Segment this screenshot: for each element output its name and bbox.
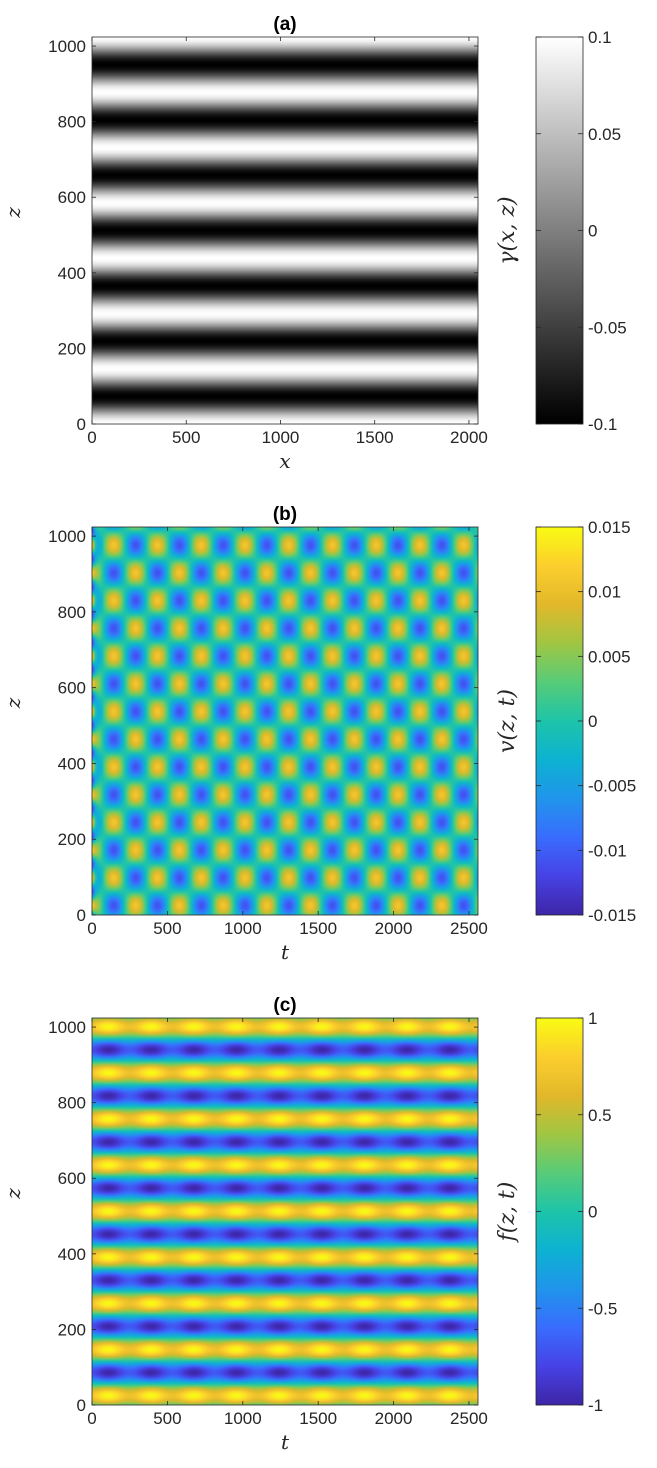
colorbar-tick-label: 0.015 — [588, 518, 631, 537]
x-tick-label: 2500 — [450, 919, 488, 938]
x-tick-label: 1000 — [224, 1409, 262, 1428]
x-axis-label: t — [281, 940, 290, 964]
y-tick-label: 800 — [58, 113, 86, 132]
heatmap-image — [92, 37, 478, 424]
colorbar-gradient — [536, 1018, 583, 1405]
x-tick-label: 1500 — [299, 919, 337, 938]
colorbar-tick-label: 0 — [588, 712, 597, 731]
colorbar-tick-label: 1 — [588, 1009, 597, 1028]
colorbar-label: v(z, t) — [495, 689, 520, 753]
y-axis-label: z — [1, 697, 25, 709]
panel-title: (b) — [273, 504, 297, 525]
heatmap-image — [92, 527, 478, 915]
x-tick-label: 500 — [153, 1409, 181, 1428]
x-tick-label: 2000 — [450, 428, 488, 447]
x-tick-label: 0 — [87, 919, 96, 938]
colorbar-tick-label: -0.1 — [588, 415, 617, 434]
panel-title: (c) — [273, 995, 296, 1016]
y-tick-label: 600 — [58, 679, 86, 698]
plot-frame — [91, 36, 479, 425]
x-tick-label: 1000 — [262, 428, 300, 447]
y-tick-label: 200 — [58, 1320, 86, 1339]
colorbar-tick-label: 0.5 — [588, 1106, 612, 1125]
x-tick-label: 1500 — [356, 428, 394, 447]
y-tick-label: 800 — [58, 603, 86, 622]
y-tick-label: 200 — [58, 830, 86, 849]
colorbar-tick-label: -1 — [588, 1396, 603, 1415]
panel-title: (a) — [273, 14, 296, 35]
colorbar-tick-label: -0.005 — [588, 777, 636, 796]
colorbar-tick-label: 0.05 — [588, 125, 621, 144]
x-tick-label: 2500 — [450, 1409, 488, 1428]
x-tick-label: 1500 — [299, 1409, 337, 1428]
colorbar-tick-label: 0.01 — [588, 583, 621, 602]
y-tick-label: 1000 — [48, 1018, 86, 1037]
y-tick-label: 0 — [77, 906, 86, 925]
y-tick-label: 400 — [58, 1245, 86, 1264]
x-tick-label: 1000 — [224, 919, 262, 938]
plot-frame — [91, 526, 479, 916]
x-tick-label: 500 — [153, 919, 181, 938]
y-tick-label: 1000 — [48, 37, 86, 56]
x-axis-label: x — [279, 449, 290, 473]
panel-a: (a) 0 500 1000 1500 2000 0 200 400 600 800 1000 x z -0… — [1, 14, 627, 473]
y-axis-label: z — [1, 207, 25, 219]
y-tick-label: 600 — [58, 188, 86, 207]
x-tick-label: 0 — [87, 428, 96, 447]
y-tick-label: 0 — [77, 1396, 86, 1415]
x-tick-label: 2000 — [375, 919, 413, 938]
colorbar-gradient — [536, 527, 583, 915]
y-tick-label: 1000 — [48, 527, 86, 546]
y-tick-label: 400 — [58, 754, 86, 773]
colorbar-tick-label: 0.005 — [588, 647, 631, 666]
y-tick-label: 800 — [58, 1094, 86, 1113]
panel-b: (b) 0 500 1000 1500 2000 2500 0 200 400 600 800 1000… — [1, 504, 636, 964]
y-axis-label: z — [1, 1188, 25, 1200]
colorbar-tick-label: -0.5 — [588, 1299, 617, 1318]
colorbar-gradient — [536, 37, 583, 424]
colorbar-tick-label: -0.015 — [588, 906, 636, 925]
y-tick-label: 600 — [58, 1169, 86, 1188]
y-tick-label: 0 — [77, 415, 86, 434]
colorbar-tick-label: 0.1 — [588, 28, 612, 47]
plot-frame — [91, 1017, 479, 1406]
x-axis-label: t — [281, 1430, 290, 1454]
x-tick-label: 500 — [172, 428, 200, 447]
colorbar-tick-label: -0.05 — [588, 318, 627, 337]
heatmap-image — [92, 1018, 478, 1405]
colorbar-label: γ(x, z) — [495, 196, 520, 264]
x-tick-label: 0 — [87, 1409, 96, 1428]
panel-c: (c) 0 500 1000 1500 2000 2500 0 200 400 600 800 1000… — [1, 995, 617, 1454]
y-tick-label: 200 — [58, 339, 86, 358]
x-tick-label: 2000 — [375, 1409, 413, 1428]
colorbar-tick-label: -0.01 — [588, 841, 627, 860]
y-tick-label: 400 — [58, 264, 86, 283]
colorbar-tick-label: 0 — [588, 222, 597, 241]
colorbar-tick-label: 0 — [588, 1203, 597, 1222]
colorbar-label: f(z, t) — [495, 1182, 520, 1244]
